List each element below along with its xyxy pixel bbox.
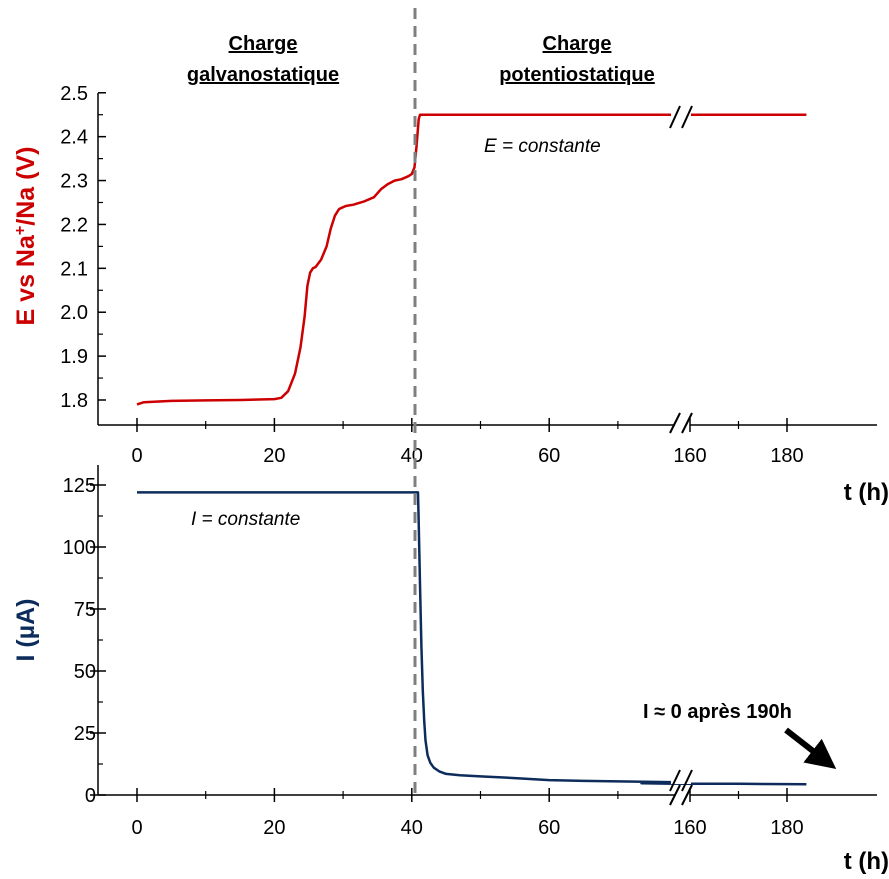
top-y-axis-label: E vs Na+/Na (V) xyxy=(12,147,40,326)
top-y-tick-label: 1.8 xyxy=(60,390,88,412)
top-x-tick-label: 160 xyxy=(673,445,706,467)
top-x-tick-label: 40 xyxy=(401,445,423,467)
top-x-axis-label: t (h) xyxy=(844,479,889,506)
bottom-x-tick-labels: 0 20 40 60 160 180 xyxy=(131,817,803,839)
potential-annotation: E = constante xyxy=(484,136,601,157)
bottom-y-tick-labels: 0 25 50 75 100 125 xyxy=(63,475,96,807)
top-x-tick-label: 60 xyxy=(538,445,560,467)
bottom-x-tick-label: 20 xyxy=(263,817,285,839)
phase-header-galvano-line1: Charge xyxy=(229,33,298,55)
bottom-x-axis-label: t (h) xyxy=(844,848,889,875)
potential-series-line xyxy=(136,113,807,406)
top-y-tick-label: 2.3 xyxy=(60,171,88,193)
note-arrow xyxy=(784,727,837,770)
bottom-axis-break-mark xyxy=(669,784,693,806)
top-x-tick-label: 0 xyxy=(131,445,142,467)
bottom-x-tick-label: 60 xyxy=(538,817,560,839)
top-line-break-mark xyxy=(669,105,693,129)
current-annotation: I = constante xyxy=(191,509,300,530)
current-note: I ≈ 0 après 190h xyxy=(643,701,792,723)
top-axis-break-mark xyxy=(669,412,693,434)
phase-header-galvano-line2: galvanostatique xyxy=(187,64,339,86)
bottom-y-tick-label: 125 xyxy=(63,475,96,497)
phase-header-potentio-line1: Charge xyxy=(543,33,612,55)
top-y-tick-label: 2.5 xyxy=(60,83,88,105)
top-y-tick-labels: 1.8 1.9 2.0 2.1 2.2 2.3 2.4 2.5 xyxy=(60,83,88,412)
current-series-line xyxy=(137,491,807,786)
top-y-tick-label: 2.4 xyxy=(60,127,88,149)
top-y-ticks xyxy=(98,92,106,401)
potential-panel: 1.8 1.9 2.0 2.1 2.2 2.3 2.4 2.5 0 20 40 60 160 180 E… xyxy=(12,83,889,506)
bottom-y-axis-label: I (µA) xyxy=(12,598,40,661)
bottom-y-tick-label: 25 xyxy=(74,723,96,745)
top-y-tick-label: 2.1 xyxy=(60,258,88,280)
phase-header-potentio-line2: potentiostatique xyxy=(499,64,655,86)
top-y-tick-label: 2.0 xyxy=(60,302,88,324)
top-y-tick-label: 1.9 xyxy=(60,346,88,368)
top-x-tick-label: 20 xyxy=(263,445,285,467)
bottom-y-tick-label: 50 xyxy=(74,661,96,683)
bottom-x-tick-label: 0 xyxy=(131,817,142,839)
top-y-tick-label: 2.2 xyxy=(60,214,88,236)
bottom-line-break-mark xyxy=(669,769,693,792)
bottom-x-tick-label: 40 xyxy=(401,817,423,839)
bottom-x-tick-label: 160 xyxy=(673,817,706,839)
bottom-x-tick-label: 180 xyxy=(770,817,803,839)
current-panel: 0 25 50 75 100 125 0 20 40 60 160 180 I = constant… xyxy=(12,465,889,875)
top-x-tick-labels: 0 20 40 60 160 180 xyxy=(131,445,803,467)
bottom-y-tick-label: 0 xyxy=(85,785,96,807)
bottom-y-tick-label: 75 xyxy=(74,599,96,621)
top-x-tick-label: 180 xyxy=(770,445,803,467)
bottom-y-tick-label: 100 xyxy=(63,537,96,559)
